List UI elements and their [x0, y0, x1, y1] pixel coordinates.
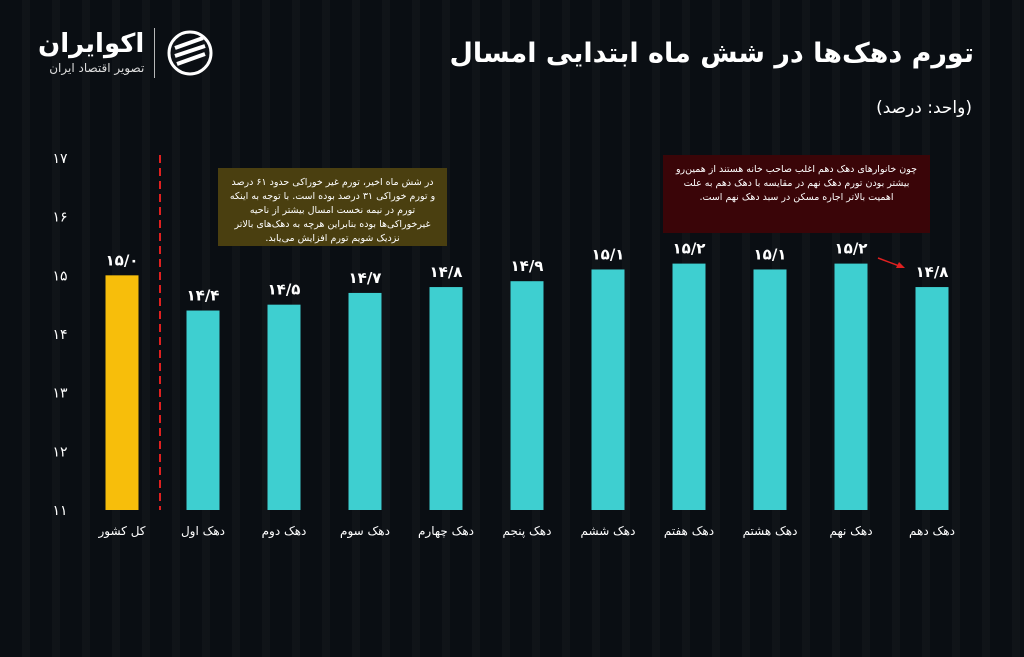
bar [186, 310, 220, 510]
category-label: کل کشور [97, 524, 145, 539]
y-tick-label: ۱۲ [52, 444, 67, 460]
bar [834, 263, 868, 510]
category-label: دهک هفتم [664, 524, 714, 538]
bar [672, 263, 706, 510]
category-label: دهک اول [181, 524, 225, 539]
logo-tagline: تصویر اقتصاد ایران [49, 61, 145, 75]
y-tick-label: ۱۶ [52, 210, 67, 226]
category-label: دهک دوم [262, 524, 307, 539]
data-label: ۱۴/۵ [268, 281, 301, 299]
y-tick-label: ۱۳ [52, 386, 68, 402]
bar [591, 269, 625, 510]
bar [429, 287, 463, 510]
data-label: ۱۵/۱ [592, 245, 625, 263]
annotation-decile-ten: چون خانوارهای دهک دهم اغلب صاحب خانه هست… [663, 155, 930, 233]
data-label: ۱۵/۲ [673, 240, 706, 258]
data-label: ۱۵/۰ [106, 251, 139, 269]
category-label: دهک هشتم [743, 524, 798, 538]
annotation-food-inflation: در شش ماه اخیر، تورم غیر خوراکی حدود ۶۱ … [218, 168, 447, 246]
category-label: دهک نهم [829, 524, 872, 538]
bar [915, 287, 949, 510]
y-tick-label: ۱۷ [52, 151, 68, 167]
data-label: ۱۵/۱ [754, 245, 787, 263]
bar [267, 304, 301, 510]
data-label: ۱۴/۹ [511, 257, 544, 275]
logo-name: اکوایران [38, 29, 145, 59]
data-label: ۱۴/۸ [916, 263, 949, 281]
bar [510, 281, 544, 510]
category-label: دهک سوم [340, 524, 390, 539]
logo-mark-icon [167, 30, 213, 76]
logo: اکوایران تصویر اقتصاد ایران [38, 28, 215, 78]
category-label: دهک دهم [909, 524, 955, 538]
unit-label: (واحد: درصد) [876, 98, 972, 118]
arrow-head-icon [896, 262, 905, 268]
bar [348, 292, 382, 510]
category-label: دهک پنجم [503, 524, 552, 538]
y-tick-label: ۱۴ [52, 327, 67, 343]
y-tick-label: ۱۵ [52, 268, 67, 284]
bar [105, 275, 139, 510]
y-tick-label: ۱۱ [52, 503, 67, 519]
logo-divider [154, 28, 156, 78]
data-label: ۱۴/۴ [187, 287, 220, 305]
chart-title: تورم دهک‌ها در شش ماه ابتدایی امسال [449, 38, 974, 69]
bar [753, 269, 787, 510]
data-label: ۱۴/۷ [349, 269, 382, 287]
data-label: ۱۵/۲ [835, 240, 868, 258]
category-label: دهک ششم [581, 524, 636, 538]
category-label: دهک چهارم [418, 524, 474, 539]
data-label: ۱۴/۸ [430, 263, 463, 281]
